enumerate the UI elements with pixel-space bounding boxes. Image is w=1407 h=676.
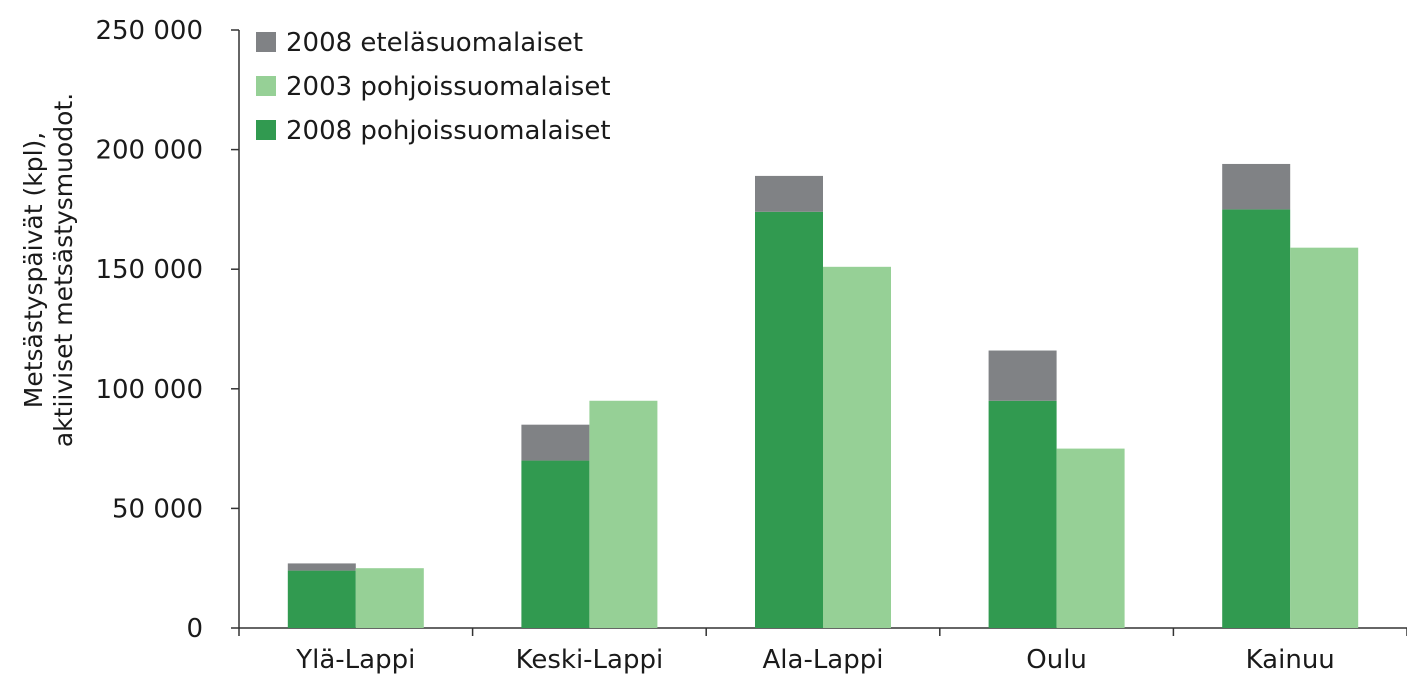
bar-2008-etelasuomalaiset [287, 563, 356, 571]
y-tick-label: 250 000 [95, 16, 203, 46]
bar-2003-pohjoissuomalaiset [823, 266, 891, 628]
bar-2008-etelasuomalaiset [988, 350, 1057, 401]
x-tick-label: Ala-Lappi [763, 645, 884, 675]
legend-label: 2003 pohjoissuomalaiset [286, 72, 611, 102]
bar-2008-pohjoissuomalaiset [287, 570, 356, 628]
bar-2008-pohjoissuomalaiset [988, 400, 1057, 628]
y-axis-title-line-1: Metsästyspäivät (kpl), [19, 132, 48, 409]
x-tick-label: Keski-Lappi [516, 645, 664, 675]
y-tick-label: 200 000 [95, 136, 203, 166]
bar-2003-pohjoissuomalaiset [589, 400, 658, 628]
y-tick-label: 0 [186, 614, 203, 644]
y-axis-title-line-2: aktiiviset metsästysmuodot. [49, 93, 78, 447]
legend-swatch [256, 32, 276, 52]
legend: 2008 eteläsuomalaiset 2003 pohjoissuomala… [256, 28, 611, 146]
legend-label: 2008 pohjoissuomalaiset [286, 116, 611, 146]
bar-2008-pohjoissuomalaiset [1222, 209, 1291, 628]
bar-2003-pohjoissuomalaiset [355, 568, 424, 628]
y-axis-title: Metsästyspäivät (kpl), aktiiviset metsäs… [19, 93, 78, 447]
bar-2008-etelasuomalaiset [1222, 163, 1291, 210]
bar-2008-etelasuomalaiset [521, 424, 590, 461]
bar-2003-pohjoissuomalaiset [1056, 448, 1125, 628]
x-tick-label: Kainuu [1246, 645, 1335, 675]
legend-swatch [256, 120, 276, 140]
x-tick-label: Ylä-Lappi [295, 645, 415, 675]
y-tick-label: 100 000 [95, 375, 203, 405]
x-tick-label: Oulu [1026, 645, 1087, 675]
legend-swatch [256, 76, 276, 96]
x-axis: Ylä-Lappi Keski-Lappi Ala-Lappi Oulu Kainuu [238, 627, 1407, 675]
bar-2008-pohjoissuomalaiset [521, 460, 590, 628]
bar-2008-pohjoissuomalaiset [755, 211, 823, 629]
y-axis: 0 50 000 100 000 150 000 200 000 250 000 [95, 16, 240, 644]
legend-label: 2008 eteläsuomalaiset [286, 28, 583, 58]
y-tick-label: 150 000 [95, 255, 203, 285]
bars [287, 163, 1359, 629]
bar-2003-pohjoissuomalaiset [1290, 247, 1359, 628]
y-tick-label: 50 000 [112, 494, 203, 524]
bar-2008-etelasuomalaiset [755, 175, 823, 212]
